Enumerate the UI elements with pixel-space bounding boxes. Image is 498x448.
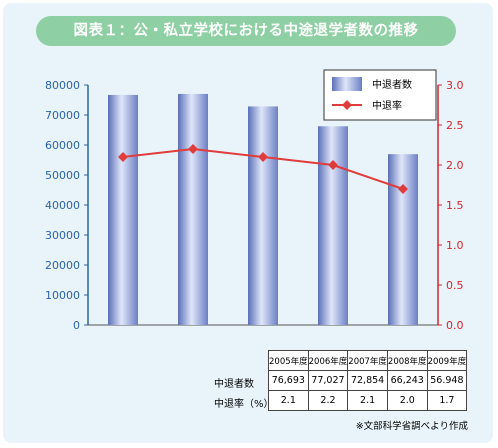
bar bbox=[388, 154, 418, 325]
right-tick-label: 2.5 bbox=[446, 119, 464, 132]
left-tick-label: 50000 bbox=[45, 169, 80, 182]
rate-line bbox=[118, 144, 408, 194]
right-tick-label: 1.5 bbox=[446, 199, 464, 212]
table-row: 76,693 77,027 72,854 66,243 56.948 bbox=[268, 370, 468, 391]
table-cell: 56.948 bbox=[426, 370, 468, 391]
table-header-row: 2005年度 2006年度 2007年度 2008年度 2009年度 bbox=[268, 350, 468, 371]
table-header: 2007年度 bbox=[347, 350, 388, 371]
left-tick-label: 70000 bbox=[45, 109, 80, 122]
legend: 中退者数 中退率 bbox=[323, 69, 437, 121]
bar bbox=[178, 93, 208, 325]
table-row-label: 中退者数 bbox=[214, 379, 254, 390]
legend-label-line: 中退率 bbox=[372, 99, 402, 112]
table-header: 2008年度 bbox=[386, 350, 428, 371]
figure-title: 図表１：公・私立学校における中途退学者数の推移 bbox=[36, 16, 456, 46]
left-tick-label: 10000 bbox=[45, 289, 80, 302]
table-row: 2.1 2.2 2.1 2.0 1.7 bbox=[268, 390, 468, 411]
right-tick-label: 3.0 bbox=[446, 79, 464, 92]
table-cell: 2.2 bbox=[307, 390, 349, 411]
table-header: 2006年度 bbox=[307, 350, 349, 371]
data-table: 2005年度 2006年度 2007年度 2008年度 2009年度 76,69… bbox=[268, 350, 468, 411]
table-cell: 2.0 bbox=[386, 390, 428, 411]
left-tick-label: 60000 bbox=[45, 139, 80, 152]
legend-bar-swatch bbox=[332, 77, 362, 91]
table-row-label: 中退率（%） bbox=[214, 399, 274, 410]
rate-point bbox=[118, 152, 128, 162]
table-cell: 66,243 bbox=[386, 370, 428, 391]
bar bbox=[248, 106, 278, 325]
table-cell: 1.7 bbox=[426, 390, 468, 411]
left-tick-label: 20000 bbox=[45, 259, 80, 272]
rate-point bbox=[328, 160, 338, 170]
right-tick-label: 1.0 bbox=[446, 239, 464, 252]
table-cell: 2.1 bbox=[268, 390, 309, 411]
rate-point bbox=[398, 184, 408, 194]
bar bbox=[108, 94, 138, 326]
left-tick-label: 80000 bbox=[45, 79, 80, 92]
table-cell: 77,027 bbox=[307, 370, 349, 391]
rate-point bbox=[258, 152, 268, 162]
bars bbox=[108, 93, 418, 326]
right-tick-label: 0.0 bbox=[446, 319, 464, 332]
right-tick-label: 0.5 bbox=[446, 279, 464, 292]
right-tick-label: 2.0 bbox=[446, 159, 464, 172]
table-header: 2005年度 bbox=[268, 350, 309, 371]
table-cell: 72,854 bbox=[347, 370, 388, 391]
table-cell: 2.1 bbox=[347, 390, 388, 411]
table-cell: 76,693 bbox=[268, 370, 309, 391]
left-tick-label: 40000 bbox=[45, 199, 80, 212]
rate-point bbox=[188, 144, 198, 154]
legend-label-bar: 中退者数 bbox=[372, 78, 412, 91]
left-tick-label: 0 bbox=[73, 319, 80, 332]
bar bbox=[318, 126, 348, 326]
table-header: 2009年度 bbox=[426, 350, 468, 371]
source-note: ※文部科学省調べより作成 bbox=[355, 421, 468, 432]
left-tick-label: 30000 bbox=[45, 229, 80, 242]
